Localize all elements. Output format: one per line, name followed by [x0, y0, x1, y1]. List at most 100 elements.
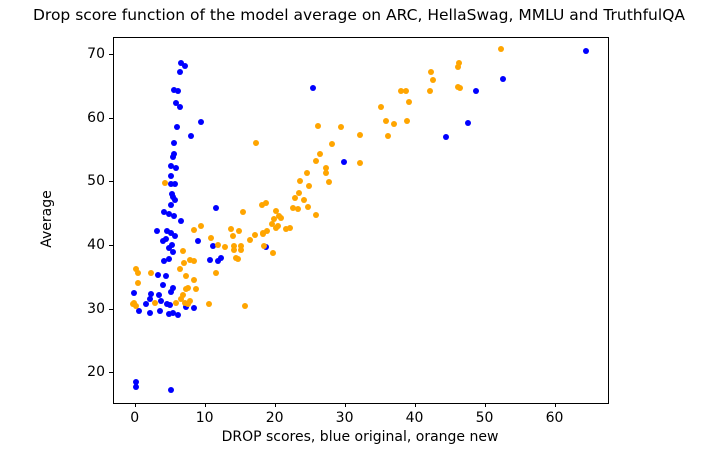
scatter-point-original — [157, 298, 164, 305]
scatter-point-new — [317, 151, 324, 158]
scatter-point-new — [427, 87, 434, 94]
scatter-point-new — [133, 266, 140, 273]
scatter-point-new — [315, 123, 322, 130]
scatter-point-original — [177, 68, 184, 75]
scatter-point-original — [168, 172, 175, 179]
scatter-point-original — [173, 99, 180, 106]
scatter-point-new — [277, 214, 284, 221]
scatter-point-original — [164, 227, 171, 234]
scatter-point-original — [182, 62, 189, 69]
scatter-point-new — [430, 76, 437, 83]
scatter-point-new — [356, 132, 363, 139]
scatter-point-original — [465, 119, 472, 126]
scatter-point-new — [258, 201, 265, 208]
scatter-point-new — [247, 237, 254, 244]
scatter-point-new — [406, 99, 413, 106]
x-tick-label: 10 — [195, 410, 214, 426]
x-tick-mark — [204, 403, 206, 407]
scatter-point-original — [161, 209, 168, 216]
scatter-point-original — [170, 193, 177, 200]
scatter-point-original — [161, 257, 168, 264]
scatter-point-new — [229, 233, 236, 240]
scatter-point-new — [455, 63, 462, 70]
scatter-point-new — [132, 303, 139, 310]
scatter-point-original — [173, 164, 180, 171]
scatter-point-original — [154, 228, 161, 235]
scatter-point-new — [134, 270, 141, 277]
scatter-point-original — [167, 163, 174, 170]
scatter-point-new — [304, 203, 311, 210]
scatter-point-new — [390, 120, 397, 127]
scatter-point-original — [171, 213, 178, 220]
scatter-point-new — [456, 84, 463, 91]
scatter-point-original — [187, 132, 194, 139]
scatter-point-original — [341, 158, 348, 165]
scatter-point-new — [187, 298, 194, 305]
scatter-point-new — [260, 230, 267, 237]
scatter-point-original — [133, 379, 140, 386]
scatter-point-new — [304, 169, 311, 176]
scatter-point-new — [378, 104, 385, 111]
scatter-point-original — [169, 284, 176, 291]
scatter-point-new — [197, 223, 204, 230]
scatter-point-new — [455, 60, 462, 67]
scatter-point-original — [442, 133, 449, 140]
scatter-point-new — [497, 46, 504, 53]
y-tick-label: 20 — [87, 364, 105, 381]
scatter-point-original — [165, 210, 172, 217]
y-axis-label: Average — [39, 190, 55, 248]
scatter-point-new — [305, 183, 312, 190]
x-axis-label: DROP scores, blue original, orange new — [221, 429, 499, 445]
scatter-point-original — [214, 258, 221, 265]
scatter-point-new — [151, 299, 158, 306]
y-tick-mark — [109, 244, 113, 246]
scatter-point-new — [236, 228, 243, 235]
x-tick-mark — [484, 403, 486, 407]
scatter-point-original — [169, 190, 176, 197]
x-tick-label: 60 — [545, 410, 564, 426]
scatter-point-original — [168, 288, 175, 295]
scatter-point-new — [295, 206, 302, 213]
scatter-point-new — [328, 140, 335, 147]
scatter-point-new — [402, 87, 409, 94]
scatter-point-new — [183, 286, 190, 293]
scatter-point-new — [181, 299, 188, 306]
scatter-point-original — [176, 103, 183, 110]
scatter-point-new — [253, 139, 260, 146]
scatter-point-original — [194, 237, 201, 244]
x-tick-label: 40 — [405, 410, 424, 426]
scatter-point-original — [309, 84, 316, 91]
scatter-point-original — [178, 218, 185, 225]
scatter-point-new — [162, 179, 169, 186]
scatter-point-new — [234, 256, 241, 263]
scatter-point-new — [183, 273, 190, 280]
scatter-point-original — [168, 386, 175, 393]
scatter-point-original — [169, 241, 176, 248]
scatter-point-new — [260, 242, 267, 249]
scatter-point-new — [213, 269, 220, 276]
scatter-point-new — [187, 256, 194, 263]
scatter-point-original — [159, 281, 166, 288]
scatter-point-new — [290, 205, 297, 212]
scatter-point-original — [583, 47, 590, 54]
scatter-point-original — [131, 289, 138, 296]
scatter-point-original — [159, 238, 166, 245]
scatter-point-new — [185, 301, 192, 308]
scatter-point-new — [238, 246, 245, 253]
scatter-point-new — [297, 178, 304, 185]
scatter-point-original — [143, 301, 150, 308]
scatter-point-new — [214, 242, 221, 249]
scatter-point-new — [208, 235, 215, 242]
scatter-point-new — [283, 226, 290, 233]
y-tick-label: 70 — [87, 46, 105, 63]
scatter-point-original — [170, 153, 177, 160]
scatter-point-original — [169, 309, 176, 316]
scatter-point-new — [296, 190, 303, 197]
scatter-point-new — [231, 242, 238, 249]
x-tick-label: 20 — [265, 410, 284, 426]
scatter-point-original — [156, 291, 163, 298]
chart-title: Drop score function of the model average… — [32, 6, 685, 24]
scatter-point-new — [192, 286, 199, 293]
scatter-point-new — [384, 132, 391, 139]
